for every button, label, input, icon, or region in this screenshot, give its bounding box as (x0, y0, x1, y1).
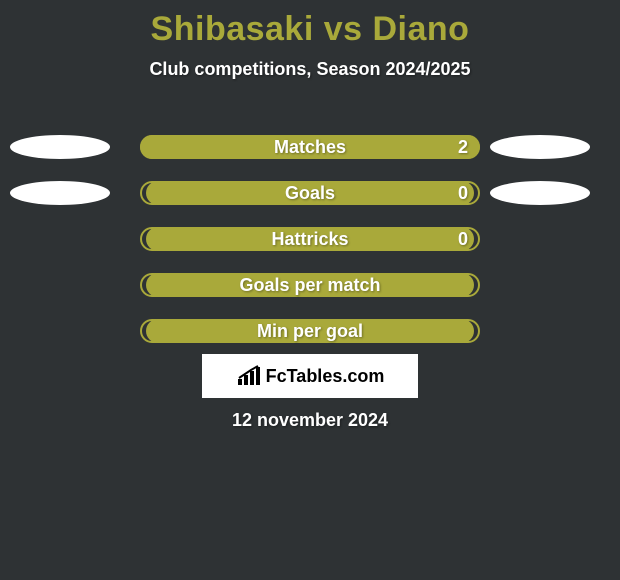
branding-badge: FcTables.com (202, 354, 418, 398)
stat-label: Matches (274, 137, 346, 158)
chart-icon (236, 365, 262, 387)
stat-row: Goals 0 (0, 170, 620, 216)
stat-value: 2 (458, 137, 468, 158)
stat-label: Goals (285, 183, 335, 204)
season-subtitle: Club competitions, Season 2024/2025 (0, 59, 620, 80)
stat-value: 0 (458, 183, 468, 204)
player-left-ellipse (10, 181, 110, 205)
page-title: Shibasaki vs Diano (0, 0, 620, 49)
stat-row: Matches 2 (0, 124, 620, 170)
stat-row: Hattricks 0 (0, 216, 620, 262)
stat-row: Goals per match (0, 262, 620, 308)
stat-label: Goals per match (239, 275, 380, 296)
player-right-ellipse (490, 181, 590, 205)
stat-row: Min per goal (0, 308, 620, 354)
stat-rows-container: Matches 2 Goals 0 Hattricks 0 Goals per match M… (0, 124, 620, 354)
date-line: 12 november 2024 (0, 410, 620, 431)
player-right-ellipse (490, 135, 590, 159)
player-left-ellipse (10, 135, 110, 159)
stat-label: Hattricks (271, 229, 348, 250)
stat-label: Min per goal (257, 321, 363, 342)
branding-text: FcTables.com (266, 366, 385, 387)
stat-value: 0 (458, 229, 468, 250)
